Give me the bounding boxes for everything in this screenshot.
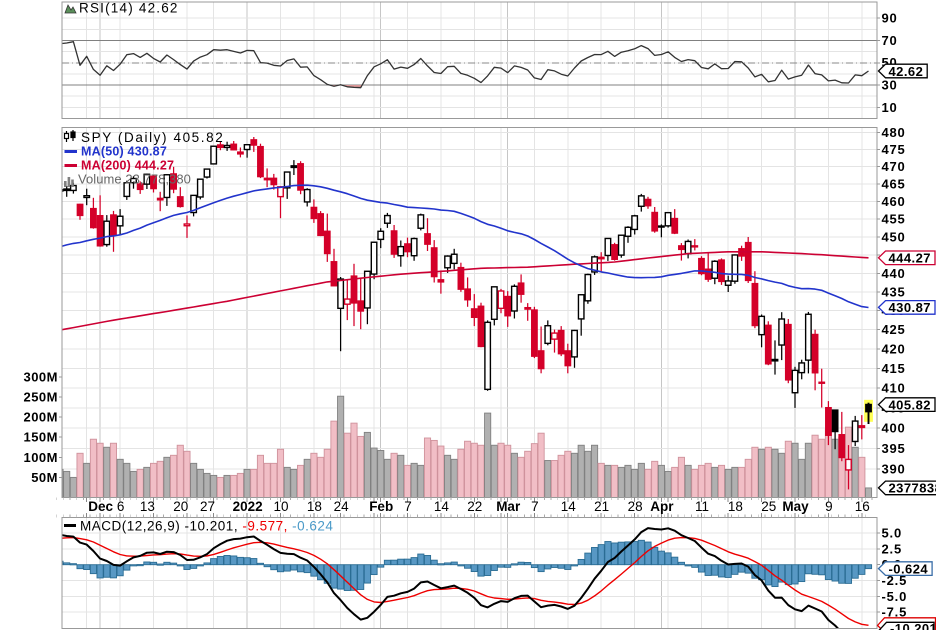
svg-text:10: 10: [882, 100, 898, 115]
svg-text:28: 28: [628, 499, 643, 514]
svg-text:430.87: 430.87: [889, 300, 931, 315]
svg-text:11: 11: [695, 499, 709, 514]
svg-text:420: 420: [882, 341, 906, 356]
svg-text:2022: 2022: [233, 499, 263, 514]
svg-text:465: 465: [882, 176, 906, 191]
svg-text:250M: 250M: [23, 390, 58, 405]
svg-text:6: 6: [117, 499, 125, 514]
svg-text:-0.624: -0.624: [889, 561, 929, 576]
svg-text:400: 400: [882, 421, 906, 436]
svg-text:150M: 150M: [23, 430, 58, 445]
svg-text:18: 18: [728, 499, 743, 514]
svg-text:9: 9: [825, 499, 833, 514]
svg-text:13: 13: [140, 499, 155, 514]
svg-text:2.5: 2.5: [882, 541, 902, 556]
svg-text:Mar: Mar: [496, 499, 521, 514]
svg-text:24: 24: [334, 499, 350, 514]
svg-text:405.82: 405.82: [889, 397, 931, 412]
svg-text:25: 25: [761, 499, 776, 514]
svg-text:SPY (Daily) 405.82: SPY (Daily) 405.82: [81, 130, 224, 145]
svg-text:7: 7: [404, 499, 412, 514]
svg-text:455: 455: [882, 212, 906, 227]
svg-text:470: 470: [882, 159, 906, 174]
svg-text:14: 14: [561, 499, 577, 514]
svg-text:-5.0: -5.0: [882, 589, 908, 604]
svg-text:415: 415: [882, 361, 906, 376]
svg-text:200M: 200M: [23, 410, 58, 425]
svg-text:5.0: 5.0: [882, 526, 902, 541]
svg-text:Volume 23,778,380: Volume 23,778,380: [78, 172, 191, 187]
svg-text:450: 450: [882, 230, 906, 245]
svg-text:300M: 300M: [23, 369, 58, 384]
svg-text:7: 7: [531, 499, 539, 514]
svg-text:42.62: 42.62: [889, 64, 924, 79]
svg-text:50M: 50M: [31, 470, 58, 485]
svg-text:27: 27: [200, 499, 215, 514]
svg-text:435: 435: [882, 285, 906, 300]
svg-text:MA(200) 444.27: MA(200) 444.27: [81, 159, 174, 173]
svg-text:20: 20: [173, 499, 188, 514]
svg-text:395: 395: [882, 441, 906, 456]
svg-text:Dec: Dec: [88, 499, 113, 514]
svg-text:Feb: Feb: [369, 499, 393, 514]
svg-text:30: 30: [882, 78, 898, 93]
svg-text:Apr: Apr: [650, 499, 674, 514]
svg-text:390: 390: [882, 462, 906, 477]
svg-text:460: 460: [882, 194, 906, 209]
svg-text:90: 90: [882, 11, 898, 26]
svg-text:480: 480: [882, 125, 906, 140]
svg-text:410: 410: [882, 381, 906, 396]
svg-text:100M: 100M: [23, 450, 58, 465]
svg-text:425: 425: [882, 322, 906, 337]
svg-text:16: 16: [855, 499, 870, 514]
svg-text:May: May: [782, 499, 809, 514]
svg-text:10: 10: [273, 499, 288, 514]
svg-text:475: 475: [882, 142, 906, 157]
svg-text:RSI(14) 42.62: RSI(14) 42.62: [79, 1, 179, 16]
svg-text:MA(50) 430.87: MA(50) 430.87: [81, 145, 167, 159]
svg-text:18: 18: [307, 499, 322, 514]
svg-text:2377838: 2377838: [889, 481, 936, 496]
svg-text:21: 21: [594, 499, 609, 514]
svg-text:22: 22: [467, 499, 482, 514]
svg-text:-10.201: -10.201: [890, 621, 936, 630]
svg-text:440: 440: [882, 266, 906, 281]
svg-text:MACD(12,26,9) -10.201, -9.577,: MACD(12,26,9) -10.201, -9.577, -0.624: [80, 519, 333, 534]
svg-text:444.27: 444.27: [889, 251, 931, 266]
svg-text:14: 14: [434, 499, 450, 514]
svg-text:70: 70: [882, 33, 898, 48]
